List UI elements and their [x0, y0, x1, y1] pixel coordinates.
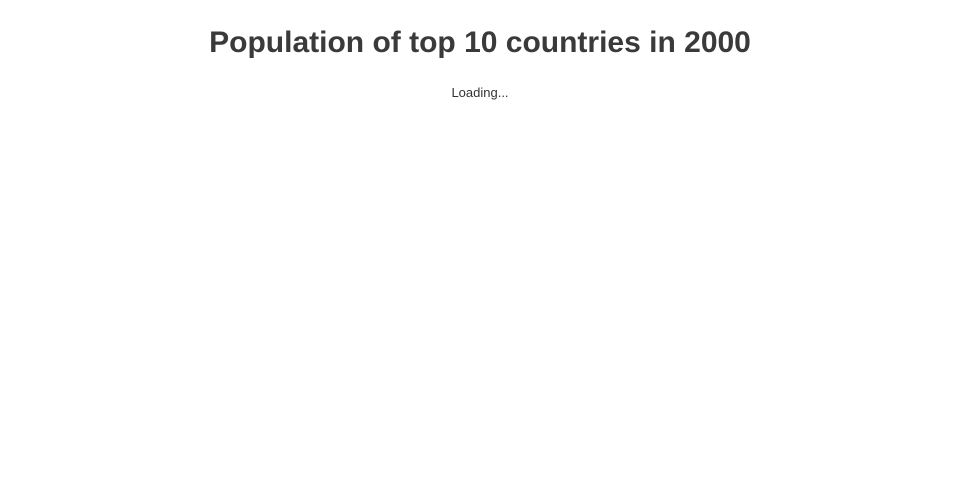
loading-indicator: Loading... — [451, 85, 509, 100]
chart-title: Population of top 10 countries in 2000 — [209, 26, 751, 59]
